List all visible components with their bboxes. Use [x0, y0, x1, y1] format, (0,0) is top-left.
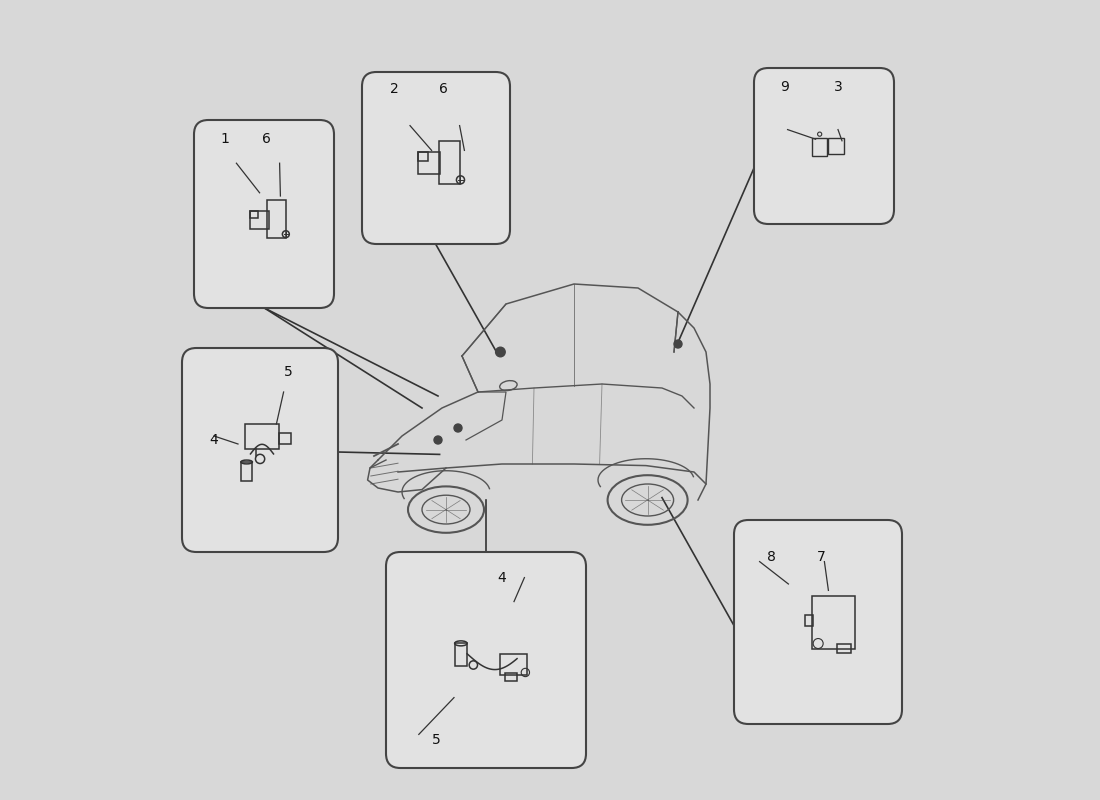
Bar	[500, 654, 527, 674]
Text: 5: 5	[284, 366, 293, 379]
FancyBboxPatch shape	[386, 552, 586, 768]
Text: 2: 2	[390, 82, 399, 96]
FancyBboxPatch shape	[182, 348, 338, 552]
Text: 3: 3	[834, 80, 843, 94]
Bar	[812, 138, 827, 156]
Circle shape	[454, 424, 462, 432]
Bar	[828, 138, 844, 154]
Text: 7: 7	[817, 550, 826, 564]
Bar	[805, 614, 813, 626]
Text: 6: 6	[439, 82, 448, 96]
Bar	[250, 210, 257, 218]
Bar	[267, 201, 286, 238]
Text: 4: 4	[497, 571, 506, 585]
FancyBboxPatch shape	[734, 520, 902, 724]
Bar	[454, 643, 467, 666]
Text: 5: 5	[431, 733, 440, 747]
Bar	[439, 141, 461, 184]
Bar	[813, 595, 855, 650]
Text: 4: 4	[209, 433, 218, 446]
Circle shape	[674, 340, 682, 348]
Bar	[505, 674, 517, 681]
Text: 8: 8	[767, 550, 775, 564]
Bar	[241, 462, 252, 481]
Bar	[418, 152, 440, 174]
Text: 9: 9	[780, 80, 789, 94]
FancyBboxPatch shape	[194, 120, 334, 308]
FancyBboxPatch shape	[362, 72, 510, 244]
Bar	[279, 433, 290, 444]
Circle shape	[434, 436, 442, 444]
FancyBboxPatch shape	[754, 68, 894, 224]
Bar	[418, 152, 428, 161]
Bar	[837, 643, 850, 653]
Bar	[250, 210, 268, 230]
Text: 6: 6	[263, 132, 272, 146]
Circle shape	[496, 347, 505, 357]
Bar	[244, 424, 279, 449]
Text: 1: 1	[220, 132, 229, 146]
